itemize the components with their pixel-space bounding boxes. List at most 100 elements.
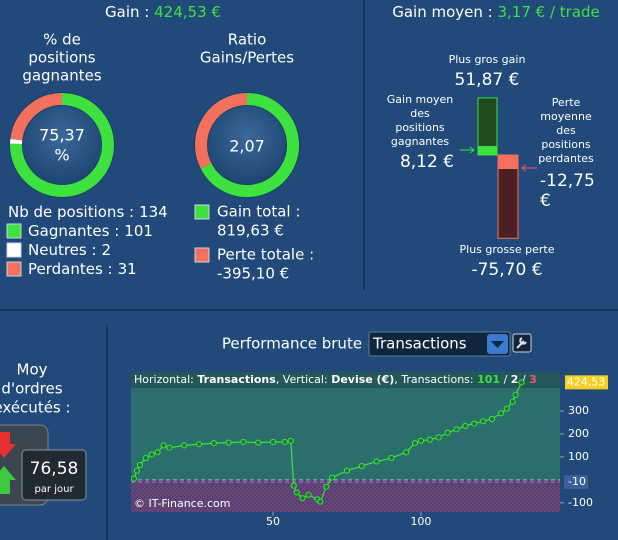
gain-value: 424,53 €: [154, 3, 221, 21]
total-value: -395,10 €: [217, 265, 289, 283]
marker-box: [564, 475, 588, 490]
data-point: [323, 483, 330, 490]
dropdown[interactable]: [368, 331, 511, 357]
positions-total: Nb de positions : 134: [8, 203, 168, 221]
legend-swatch: [6, 261, 22, 277]
pointer-arrow: [460, 146, 475, 154]
data-point: [329, 474, 336, 481]
gain-label: Gain :: [105, 3, 149, 21]
y-tick-label: 100: [568, 450, 589, 463]
gauge-label: Gain moyen: [387, 93, 454, 106]
pointer-arrow: [521, 164, 537, 172]
positions-item-label: Neutres :: [28, 241, 97, 259]
data-point: [195, 441, 203, 448]
positions-label: Nb de positions :: [8, 203, 134, 221]
gauge-value: 8,12 €: [400, 152, 454, 172]
plot-negative: [131, 479, 560, 512]
gauge-label: gagnantes: [391, 135, 449, 148]
marker-label: -10: [568, 475, 586, 488]
orders-value: 76,58: [30, 459, 79, 479]
gauge-value: €: [540, 191, 551, 211]
data-point: [293, 489, 300, 496]
data-point: [136, 461, 143, 469]
copyright: © IT-Finance.com: [134, 497, 231, 510]
positions-item-value: 2: [102, 241, 112, 259]
wrench-icon: [516, 337, 527, 349]
positions-item-label: Gagnantes :: [28, 222, 119, 240]
data-point: [281, 438, 288, 446]
positions-value: 134: [139, 203, 168, 221]
donut-segment: [10, 93, 63, 141]
data-point: [435, 434, 442, 441]
chart-header-part: , Transactions:: [394, 373, 477, 386]
gauge-value: -75,70 €: [471, 260, 542, 280]
data-point: [388, 454, 395, 462]
data-point: [181, 442, 188, 449]
data-point: [444, 429, 451, 436]
total-value: 819,63 €: [217, 222, 284, 240]
data-point: [148, 451, 155, 458]
dropdown-arrow: [491, 341, 504, 348]
total-label: Perte totale :: [217, 246, 314, 264]
gauge-label: des: [410, 107, 430, 120]
data-point: [411, 440, 419, 447]
positions-item: Gagnantes : 101: [28, 222, 153, 240]
gauge-value: 51,87 €: [455, 70, 520, 90]
gauge-label: des: [556, 124, 576, 137]
gain-title: Gain : 424,53 €: [105, 3, 221, 21]
data-point: [160, 442, 167, 449]
x-tick-label: 100: [410, 515, 431, 528]
data-point: [426, 436, 433, 443]
chart-header-text: Horizontal: Transactions, Vertical: Devi…: [134, 373, 537, 386]
chart-header-part: Devise (€): [331, 373, 394, 386]
data-point: [142, 454, 149, 462]
data-point: [287, 437, 294, 444]
gauge-label: positions: [395, 121, 445, 134]
dropdown-value[interactable]: Transactions: [372, 335, 467, 353]
data-point: [358, 462, 365, 470]
data-point: [462, 422, 469, 429]
data-point: [166, 444, 173, 451]
donut-segment: [195, 93, 248, 169]
donut-title: % de: [43, 31, 81, 49]
chart-header: [131, 372, 560, 388]
gauge-label: Plus gros gain: [449, 53, 526, 66]
positions-item-label: Perdantes :: [28, 260, 113, 278]
y-tick-label: 200: [568, 427, 589, 440]
data-point: [512, 391, 519, 398]
avg-value: 3,17 € / trade: [497, 3, 599, 21]
orders-title: d'ordres: [1, 380, 62, 398]
chart-header-part: 2: [511, 373, 519, 386]
chart-header-part: /: [500, 373, 511, 386]
data-point: [225, 439, 232, 446]
avg-label: Gain moyen :: [392, 3, 492, 21]
avg-title: Gain moyen : 3,17 € / trade: [392, 3, 600, 21]
data-point: [518, 379, 525, 386]
chart-header-part: Transactions: [197, 373, 276, 386]
x-tick-label: 50: [266, 515, 280, 528]
orders-title: Moy: [17, 361, 48, 379]
donut-label: 2,07: [229, 137, 265, 156]
donut-center: [23, 106, 101, 184]
data-point: [154, 449, 161, 456]
chart-header-part: Horizontal:: [134, 373, 197, 386]
gauge-label: Perte: [552, 96, 581, 109]
data-point: [317, 498, 324, 505]
total-label: Gain total :: [217, 203, 300, 221]
end-label: 424,53: [567, 375, 606, 388]
data-point: [130, 475, 138, 482]
data-point: [269, 438, 277, 446]
chart-header-part: 101: [477, 373, 500, 386]
gauge-bar: [478, 146, 497, 155]
up-arrow: [0, 466, 16, 494]
chart-header-part: , Vertical:: [276, 373, 331, 386]
legend-swatch: [194, 204, 210, 220]
gauge-value: -12,75: [540, 171, 595, 191]
data-point: [417, 437, 425, 444]
gauge-label: moyenne: [540, 110, 592, 123]
gauge-label: Plus grosse perte: [460, 243, 555, 256]
data-point: [343, 467, 351, 474]
data-point: [403, 449, 410, 456]
data-point: [471, 420, 478, 427]
